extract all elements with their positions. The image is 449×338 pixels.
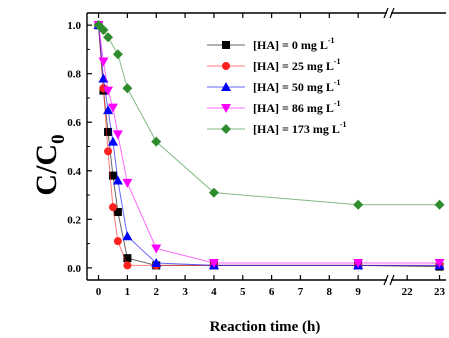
- y-axis-label: C/C0: [30, 134, 69, 195]
- series-5: [93, 20, 445, 210]
- y-tick-label: 0.4: [67, 166, 81, 178]
- y-axis-label-sub: 0: [48, 134, 69, 144]
- data-point: [113, 237, 122, 246]
- series-4: [93, 21, 445, 269]
- data-point: [208, 259, 219, 269]
- x-tick-label: 0: [96, 286, 102, 298]
- data-point: [112, 130, 123, 140]
- data-point: [123, 254, 132, 263]
- data-point: [107, 136, 118, 146]
- data-point: [108, 171, 117, 180]
- data-point: [104, 127, 113, 136]
- legend-marker: [221, 82, 231, 91]
- series-layer: [93, 20, 445, 271]
- data-point: [353, 259, 364, 269]
- data-point: [103, 32, 114, 43]
- x-tick-label: 6: [269, 286, 275, 298]
- data-point: [353, 199, 364, 210]
- x-axis-label: Reaction time (h): [210, 319, 321, 335]
- legend-entry-1: [HA] = 0 mg L-1: [207, 36, 335, 52]
- x-tick-label: 1: [125, 286, 131, 298]
- x-tick-label: 9: [355, 286, 361, 298]
- legend-marker: [222, 62, 230, 70]
- x-tick-label: 22: [402, 286, 414, 298]
- series-line: [98, 25, 440, 264]
- y-tick-label: 0.0: [67, 263, 81, 275]
- data-point: [108, 203, 117, 212]
- legend: [HA] = 0 mg L-1 [HA] = 25 mg L-1 [HA] = 50…: [207, 36, 347, 136]
- x-tick-label: 2: [153, 286, 159, 298]
- data-point: [103, 105, 114, 115]
- legend-label: [HA] = 50 mg L-1: [253, 78, 341, 94]
- data-point: [151, 136, 162, 147]
- y-tick-label: 1.0: [67, 20, 81, 32]
- legend-label: [HA] = 0 mg L-1: [253, 36, 335, 52]
- axis-break-mark: [383, 274, 389, 286]
- data-point: [98, 57, 109, 67]
- legend-entry-4: [HA] = 86 mg L-1: [207, 99, 341, 115]
- axis-break-mark: [389, 274, 395, 286]
- data-point: [113, 208, 122, 217]
- data-point: [122, 231, 133, 241]
- data-point: [123, 261, 132, 270]
- y-axis-label-main: C/C: [30, 144, 63, 196]
- data-point: [151, 258, 162, 268]
- data-point: [122, 83, 133, 94]
- y-tick-label: 0.6: [67, 117, 81, 129]
- x-tick-label: 5: [240, 286, 246, 298]
- data-point: [112, 49, 123, 60]
- axis-break-mark: [383, 7, 389, 19]
- legend-marker: [222, 41, 230, 49]
- legend-entry-3: [HA] = 50 mg L-1: [207, 78, 341, 94]
- data-point: [112, 175, 123, 185]
- x-tick-label: 4: [211, 286, 217, 298]
- series-3: [93, 20, 445, 270]
- y-tick-label: 0.2: [67, 214, 81, 226]
- axes: 0.00.20.40.60.81.00 1 2 3 4 5 6 7 8 9 22 23: [67, 7, 446, 298]
- data-point: [98, 24, 109, 35]
- x-tick-label: 3: [182, 286, 188, 298]
- axis-break-mark: [389, 7, 395, 19]
- legend-label: [HA] = 86 mg L-1: [253, 99, 341, 115]
- legend-marker: [221, 104, 231, 113]
- legend-label: [HA] = 25 mg L-1: [253, 57, 341, 73]
- legend-entry-5: [HA] = 173 mg L-1: [207, 120, 347, 136]
- legend-label: [HA] = 173 mg L-1: [253, 120, 347, 136]
- legend-entry-2: [HA] = 25 mg L-1: [207, 57, 341, 73]
- data-point: [151, 244, 162, 254]
- data-point: [434, 199, 445, 210]
- legend-marker: [221, 124, 231, 134]
- x-tick-label: 8: [327, 286, 333, 298]
- data-point: [208, 187, 219, 198]
- series-line: [98, 25, 440, 266]
- y-tick-label: 0.8: [67, 69, 81, 81]
- data-point: [104, 147, 113, 156]
- data-point: [122, 178, 133, 188]
- data-point: [107, 103, 118, 113]
- data-point: [103, 86, 114, 96]
- x-tick-label: 7: [298, 286, 304, 298]
- x-tick-label: 23: [434, 286, 446, 298]
- data-point: [434, 259, 445, 269]
